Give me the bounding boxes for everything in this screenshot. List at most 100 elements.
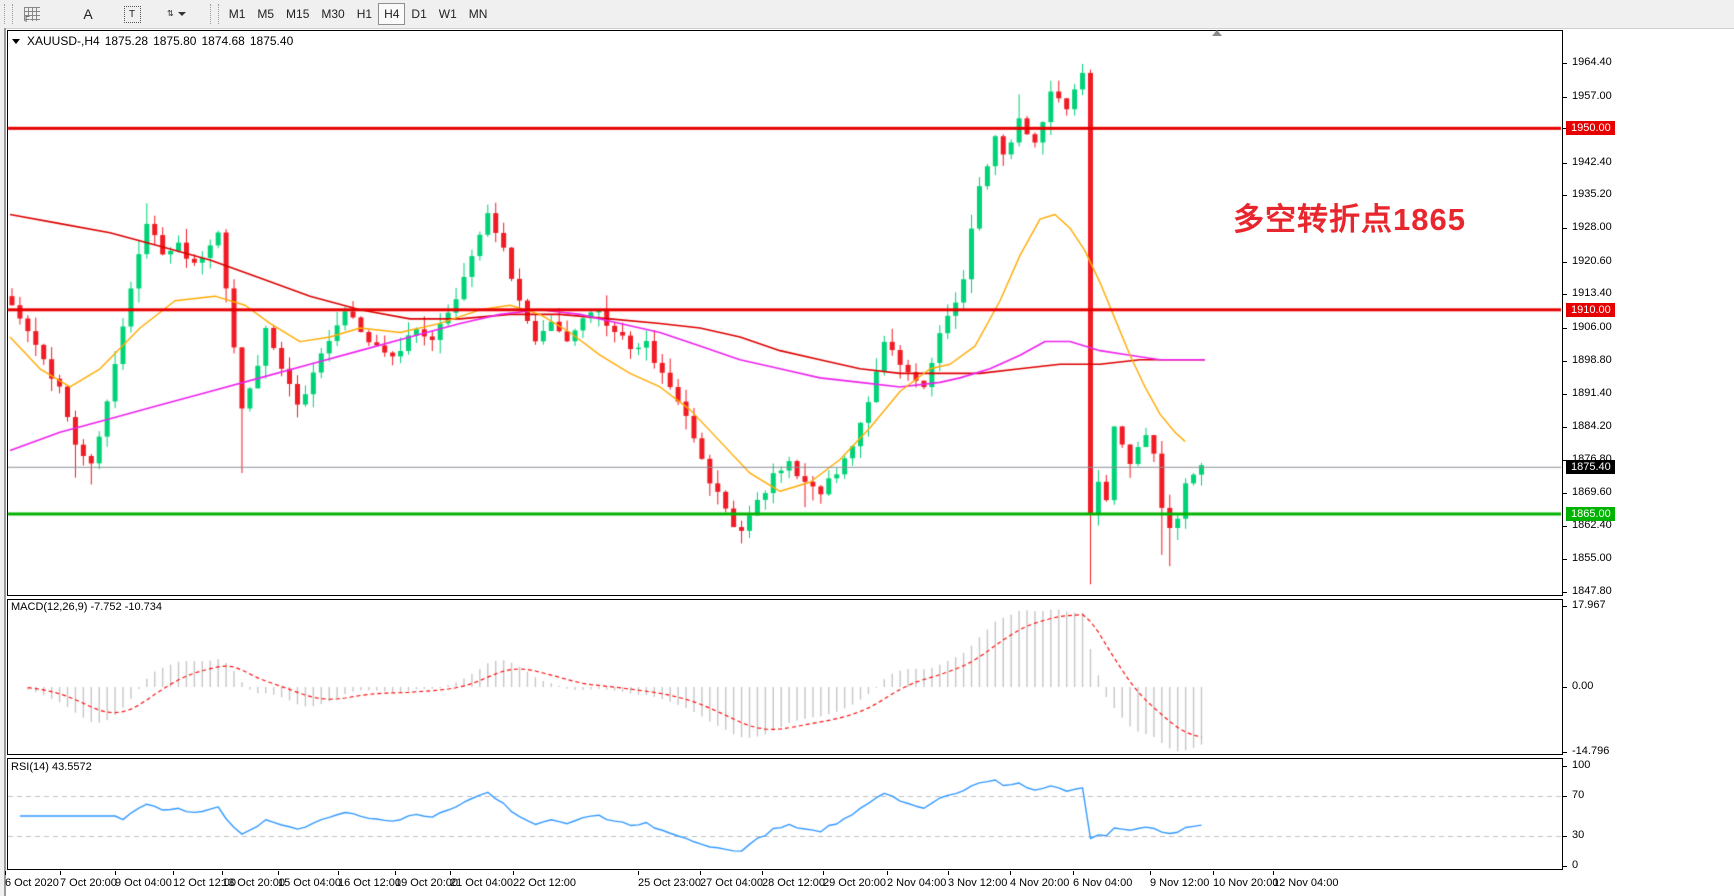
time-tick-label: 22 Oct 12:00 bbox=[513, 877, 576, 889]
time-tick-label: 6 Nov 04:00 bbox=[1073, 877, 1133, 889]
time-tick-label: 12 Oct 12:00 bbox=[173, 877, 236, 889]
time-tick-mark bbox=[5, 871, 6, 875]
price-tick-mark bbox=[1562, 195, 1567, 197]
price-tick-mark bbox=[1562, 63, 1567, 64]
macd-tick-mark bbox=[1562, 606, 1567, 608]
rsi-tick-mark bbox=[1562, 836, 1567, 837]
price-tick-label: 1862.40 bbox=[1572, 518, 1612, 531]
time-tick-mark bbox=[1273, 871, 1274, 875]
price-tick-label: 1942.40 bbox=[1572, 155, 1612, 168]
rsi-tick-mark bbox=[1562, 766, 1567, 767]
time-tick-mark bbox=[395, 871, 396, 875]
time-tick-label: 6 Oct 2020 bbox=[5, 877, 59, 889]
ohlc-close: 1875.40 bbox=[249, 34, 294, 48]
time-tick-label: 29 Oct 20:00 bbox=[823, 877, 886, 889]
price-tick-label: 1855.00 bbox=[1572, 552, 1612, 565]
ohlc-low: 1874.68 bbox=[201, 34, 245, 48]
macd-tick-mark bbox=[1562, 687, 1567, 688]
time-tick-label: 2 Nov 04:00 bbox=[887, 877, 947, 889]
price-tick-label: 1935.20 bbox=[1572, 188, 1612, 201]
symbol-timeframe: XAUUSD-,H4 bbox=[27, 34, 100, 48]
macd-tick-mark bbox=[1562, 752, 1567, 753]
price-badge-191000: 1910.00 bbox=[1566, 302, 1615, 317]
time-tick-mark bbox=[1150, 871, 1151, 875]
price-tick-mark bbox=[1562, 128, 1567, 130]
time-tick-label: 27 Oct 04:00 bbox=[700, 877, 763, 889]
rsi-tick-mark bbox=[1562, 796, 1567, 797]
time-tick-label: 12 Nov 04:00 bbox=[1273, 877, 1339, 889]
window-left-edge bbox=[0, 28, 6, 896]
price-tick-mark bbox=[1562, 592, 1567, 593]
time-tick-mark bbox=[450, 871, 451, 875]
time-tick-label: 9 Oct 04:00 bbox=[115, 877, 172, 889]
price-tick-label: 1898.80 bbox=[1572, 353, 1612, 366]
price-badge-186500: 1865.00 bbox=[1566, 506, 1615, 521]
time-tick-label: 21 Oct 04:00 bbox=[450, 877, 513, 889]
time-tick-mark bbox=[1213, 871, 1214, 875]
price-tick-mark bbox=[1562, 261, 1567, 263]
price-tick-mark bbox=[1562, 426, 1567, 428]
price-badge-187540: 1875.40 bbox=[1566, 459, 1615, 474]
time-tick-mark bbox=[60, 871, 61, 875]
rsi-tick-label: 30 bbox=[1572, 829, 1585, 841]
rsi-tick-label: 100 bbox=[1572, 759, 1591, 771]
rsi-tick-label: 70 bbox=[1572, 789, 1585, 801]
chart-shift-marker[interactable] bbox=[1212, 30, 1222, 36]
time-tick-label: 3 Nov 12:00 bbox=[948, 877, 1008, 889]
price-tick-mark bbox=[1562, 294, 1567, 296]
price-tick-mark bbox=[1562, 96, 1567, 98]
price-tick-mark bbox=[1562, 360, 1567, 362]
time-tick-label: 4 Nov 20:00 bbox=[1010, 877, 1070, 889]
rsi-tick-label: 0 bbox=[1572, 859, 1579, 871]
price-tick-mark bbox=[1562, 162, 1567, 164]
time-tick-mark bbox=[887, 871, 888, 875]
rsi-label: RSI(14) 43.5572 bbox=[11, 761, 92, 773]
time-tick-label: 9 Nov 12:00 bbox=[1150, 877, 1210, 889]
price-tick-label: 1928.00 bbox=[1572, 221, 1612, 234]
symbol-caret-icon[interactable] bbox=[12, 38, 20, 44]
macd-label: MACD(12,26,9) -7.752 -10.734 bbox=[11, 601, 163, 613]
price-tick-mark bbox=[1562, 460, 1567, 462]
macd-tick-label: 17.967 bbox=[1572, 599, 1606, 612]
price-tick-label: 1891.40 bbox=[1572, 387, 1612, 400]
time-tick-mark bbox=[700, 871, 701, 875]
time-tick-mark bbox=[948, 871, 949, 875]
ohlc-open: 1875.28 bbox=[104, 34, 149, 48]
time-tick-label: 7 Oct 20:00 bbox=[60, 877, 117, 889]
price-tick-mark bbox=[1562, 394, 1567, 396]
time-tick-label: 10 Nov 20:00 bbox=[1213, 877, 1279, 889]
rsi-tick-mark bbox=[1562, 866, 1567, 867]
time-tick-label: 25 Oct 23:00 bbox=[638, 877, 701, 889]
price-tick-label: 1906.00 bbox=[1572, 320, 1612, 333]
time-tick-mark bbox=[513, 871, 514, 875]
time-tick-mark bbox=[173, 871, 174, 875]
time-tick-mark bbox=[115, 871, 116, 875]
time-tick-mark bbox=[762, 871, 763, 875]
price-tick-label: 1920.60 bbox=[1572, 254, 1612, 267]
time-tick-mark bbox=[338, 871, 339, 875]
macd-tick-label: -14.796 bbox=[1572, 745, 1610, 757]
price-tick-mark bbox=[1562, 525, 1567, 527]
macd-tick-label: 0.00 bbox=[1572, 680, 1594, 692]
time-tick-label: 28 Oct 12:00 bbox=[762, 877, 825, 889]
time-tick-mark bbox=[222, 871, 223, 875]
time-tick-label: 16 Oct 12:00 bbox=[338, 877, 401, 889]
price-tick-label: 1847.80 bbox=[1572, 585, 1612, 597]
price-tick-mark bbox=[1562, 493, 1567, 495]
annotation-text-object[interactable]: 多空转折点1865 bbox=[1233, 202, 1466, 237]
price-tick-mark bbox=[1562, 559, 1567, 561]
time-tick-label: 13 Oct 20:00 bbox=[222, 877, 285, 889]
ohlc-high: 1875.80 bbox=[153, 34, 197, 48]
price-badge-195000: 1950.00 bbox=[1566, 121, 1615, 136]
price-tick-label: 1913.40 bbox=[1572, 287, 1612, 300]
chart-title: XAUUSD-,H4 1875.28 1875.80 1874.68 1875.… bbox=[12, 34, 293, 48]
price-tick-mark bbox=[1562, 327, 1567, 329]
time-tick-label: 15 Oct 04:00 bbox=[278, 877, 341, 889]
price-tick-label: 1884.20 bbox=[1572, 419, 1612, 432]
price-tick-label: 1964.40 bbox=[1572, 56, 1612, 68]
price-tick-label: 1957.00 bbox=[1572, 89, 1612, 102]
time-tick-mark bbox=[1073, 871, 1074, 875]
time-tick-mark bbox=[823, 871, 824, 875]
